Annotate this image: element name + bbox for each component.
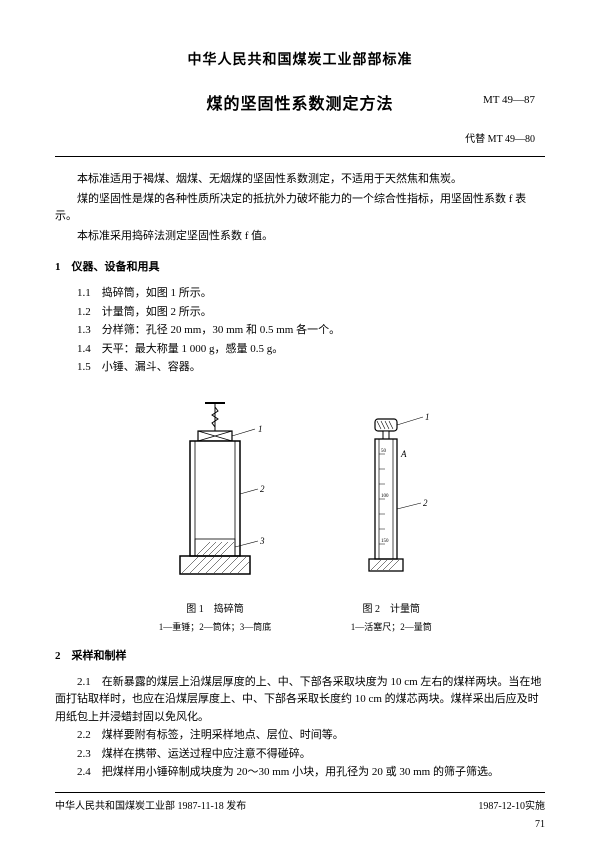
figure-1-caption: 图 1 捣碎筒 xyxy=(159,602,272,618)
footer-left: 中华人民共和国煤炭工业部 1987-11-18 发布 xyxy=(55,799,246,815)
figure-1-sub: 1—重锤；2—筒体；3—筒底 xyxy=(159,620,272,634)
section-1-head: 1 仪器、设备和用具 xyxy=(55,259,545,277)
standard-code: MT 49—87 xyxy=(483,92,535,110)
svg-text:2: 2 xyxy=(423,498,428,508)
svg-text:1: 1 xyxy=(425,412,430,422)
svg-text:50: 50 xyxy=(381,449,387,454)
org-title: 中华人民共和国煤炭工业部部标准 xyxy=(55,50,545,72)
title-row: 煤的坚固性系数测定方法 MT 49—87 xyxy=(55,92,545,118)
list-item: 1.5 小锤、漏斗、容器。 xyxy=(55,359,545,377)
list-item: 2.3 煤样在携带、运送过程中应注意不得碰碎。 xyxy=(55,746,545,764)
figure-2-svg: 50 100 150 1 A 2 xyxy=(341,399,441,589)
list-item: 1.2 计量筒，如图 2 所示。 xyxy=(55,304,545,322)
list-item: 2.1 在新暴露的煤层上沿煤层厚度的上、中、下部各采取块度为 10 cm 左右的… xyxy=(55,674,545,727)
intro-line: 煤的坚固性是煤的各种性质所决定的抵抗外力破坏能力的一个综合性指标，用坚固性系数 … xyxy=(55,191,545,226)
section-2-head: 2 采样和制样 xyxy=(55,648,545,666)
replace-code: 代替 MT 49—80 xyxy=(55,132,535,148)
divider-top xyxy=(55,156,545,157)
list-item: 1.3 分样筛：孔径 20 mm，30 mm 和 0.5 mm 各一个。 xyxy=(55,322,545,340)
list-item: 1.1 捣碎筒，如图 1 所示。 xyxy=(55,285,545,303)
intro-line: 本标准采用捣碎法测定坚固性系数 f 值。 xyxy=(55,228,545,246)
svg-text:3: 3 xyxy=(259,536,265,546)
document-page: 中华人民共和国煤炭工业部部标准 煤的坚固性系数测定方法 MT 49—87 代替 … xyxy=(0,0,600,835)
figure-2: 50 100 150 1 A 2 图 2 计量筒 1—活塞尺；2—量筒 xyxy=(341,399,441,634)
section-1-list: 1.1 捣碎筒，如图 1 所示。 1.2 计量筒，如图 2 所示。 1.3 分样… xyxy=(55,285,545,377)
figure-1: 1 2 3 图 1 捣碎筒 1—重锤；2—筒体；3—筒底 xyxy=(159,399,272,634)
figure-2-sub: 1—活塞尺；2—量筒 xyxy=(341,620,441,634)
svg-text:100: 100 xyxy=(381,494,389,499)
figure-2-caption: 图 2 计量筒 xyxy=(341,602,441,618)
page-number: 71 xyxy=(535,817,545,833)
list-item: 2.2 煤样要附有标签，注明采样地点、层位、时间等。 xyxy=(55,727,545,745)
svg-text:1: 1 xyxy=(258,424,263,434)
list-item: 2.4 把煤样用小锤碎制成块度为 20～30 mm 小块，用孔径为 20 或 3… xyxy=(55,764,545,782)
figure-1-svg: 1 2 3 xyxy=(160,399,270,589)
svg-text:2: 2 xyxy=(260,484,265,494)
intro-block: 本标准适用于褐煤、烟煤、无烟煤的坚固性系数测定，不适用于天然焦和焦炭。 煤的坚固… xyxy=(55,171,545,245)
footer-row: 中华人民共和国煤炭工业部 1987-11-18 发布 1987-12-10实施 xyxy=(55,799,545,815)
main-title: 煤的坚固性系数测定方法 xyxy=(206,92,393,118)
footer-right: 1987-12-10实施 xyxy=(478,799,545,815)
svg-text:A: A xyxy=(400,449,407,459)
list-item: 1.4 天平：最大称量 1 000 g，感量 0.5 g。 xyxy=(55,341,545,359)
figures-row: 1 2 3 图 1 捣碎筒 1—重锤；2—筒体；3—筒底 xyxy=(55,399,545,634)
section-2-list: 2.1 在新暴露的煤层上沿煤层厚度的上、中、下部各采取块度为 10 cm 左右的… xyxy=(55,674,545,783)
divider-bottom xyxy=(55,792,545,793)
svg-text:150: 150 xyxy=(381,539,389,544)
intro-line: 本标准适用于褐煤、烟煤、无烟煤的坚固性系数测定，不适用于天然焦和焦炭。 xyxy=(55,171,545,189)
